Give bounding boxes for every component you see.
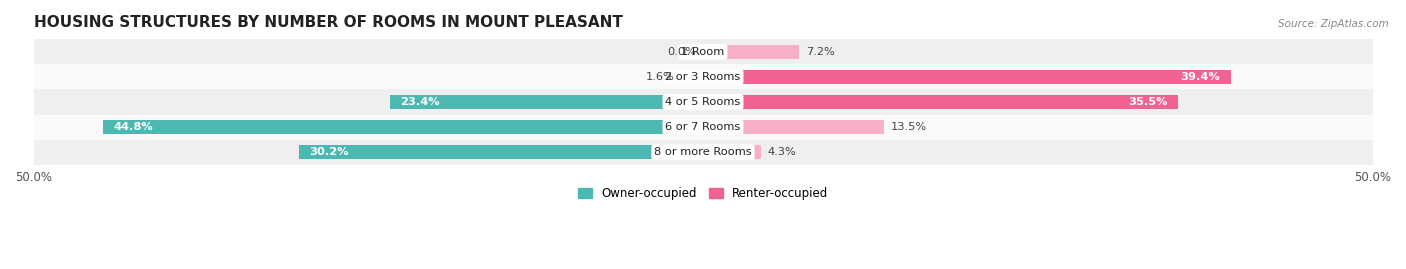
- Bar: [682, 70, 703, 84]
- Text: 30.2%: 30.2%: [309, 147, 349, 157]
- Bar: [703, 95, 1178, 109]
- Text: 4.3%: 4.3%: [768, 147, 796, 157]
- Text: 13.5%: 13.5%: [890, 122, 927, 132]
- Text: 23.4%: 23.4%: [401, 97, 440, 107]
- Text: 6 or 7 Rooms: 6 or 7 Rooms: [665, 122, 741, 132]
- Bar: [34, 90, 1372, 115]
- Bar: [703, 45, 800, 59]
- Text: 4 or 5 Rooms: 4 or 5 Rooms: [665, 97, 741, 107]
- Text: 1.6%: 1.6%: [647, 72, 675, 82]
- Bar: [34, 39, 1372, 64]
- Bar: [34, 115, 1372, 140]
- Text: 8 or more Rooms: 8 or more Rooms: [654, 147, 752, 157]
- Bar: [103, 120, 703, 134]
- Text: 44.8%: 44.8%: [114, 122, 153, 132]
- Text: 0.0%: 0.0%: [668, 47, 696, 57]
- Text: 35.5%: 35.5%: [1128, 97, 1167, 107]
- Bar: [703, 145, 761, 159]
- Bar: [34, 64, 1372, 90]
- Text: 7.2%: 7.2%: [806, 47, 835, 57]
- Text: Source: ZipAtlas.com: Source: ZipAtlas.com: [1278, 19, 1389, 29]
- Text: 39.4%: 39.4%: [1180, 72, 1220, 82]
- Bar: [34, 140, 1372, 165]
- Bar: [389, 95, 703, 109]
- Text: 2 or 3 Rooms: 2 or 3 Rooms: [665, 72, 741, 82]
- Text: 1 Room: 1 Room: [682, 47, 724, 57]
- Bar: [703, 70, 1230, 84]
- Legend: Owner-occupied, Renter-occupied: Owner-occupied, Renter-occupied: [572, 182, 834, 205]
- Bar: [703, 120, 884, 134]
- Text: HOUSING STRUCTURES BY NUMBER OF ROOMS IN MOUNT PLEASANT: HOUSING STRUCTURES BY NUMBER OF ROOMS IN…: [34, 15, 623, 30]
- Bar: [298, 145, 703, 159]
